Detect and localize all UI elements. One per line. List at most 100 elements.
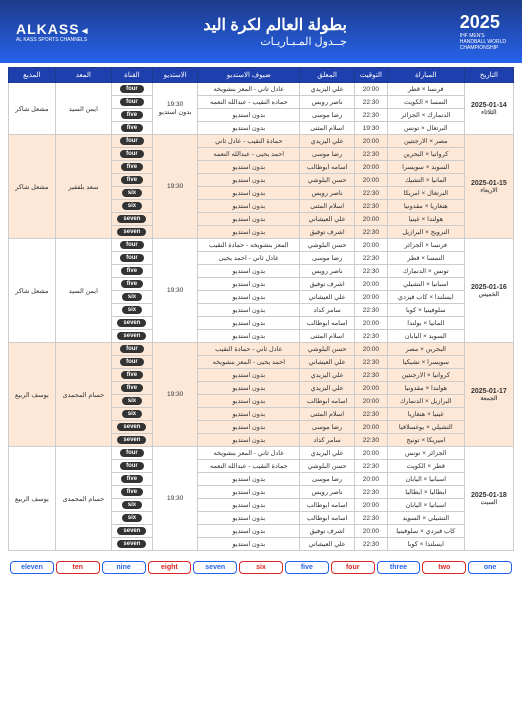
channel-cell: six <box>111 187 152 200</box>
channel-cell: four <box>111 460 152 473</box>
time-cell: 22:30 <box>355 434 388 447</box>
channel-badge: seven <box>117 527 146 535</box>
commentator-cell: اسامه ابوطالب <box>300 317 355 330</box>
guests-cell: بدون استديو <box>198 408 300 421</box>
match-cell: كاب فيردي × سلوفينيا <box>387 525 464 538</box>
time-cell: 20:00 <box>355 447 388 460</box>
column-header: القناة <box>111 68 152 83</box>
match-cell: البحرين × مصر <box>387 343 464 356</box>
channel-cell: four <box>111 447 152 460</box>
match-cell: كرواتيا × البحرين <box>387 148 464 161</box>
time-cell: 20:00 <box>355 213 388 226</box>
footer-channel-badge: eight <box>148 561 192 574</box>
commentator-cell: اسامه ابوطالب <box>300 161 355 174</box>
match-cell: المانيا × التشيك <box>387 174 464 187</box>
channel-cell: four <box>111 96 152 109</box>
guests-cell: بدون استديو <box>198 317 300 330</box>
guests-cell: احمد يحيى - المعز بنشويخه <box>198 356 300 369</box>
column-header: المذيع <box>9 68 56 83</box>
guests-cell: بدون استديو <box>198 538 300 551</box>
channel-badge: four <box>120 241 144 249</box>
guests-cell: بدون استديو <box>198 265 300 278</box>
channel-badge: four <box>120 462 144 470</box>
channel-badge: six <box>122 514 142 522</box>
guests-cell: بدون استديو <box>198 291 300 304</box>
championship-logo: 2025 IHF MEN'S HANDBALL WORLD CHAMPIONSH… <box>460 12 506 51</box>
channel-badge: six <box>122 293 142 301</box>
match-cell: هولندا × غينيا <box>387 213 464 226</box>
channel-badge: five <box>121 176 143 184</box>
guests-cell: بدون استديو <box>198 213 300 226</box>
guests-cell: بدون استديو <box>198 369 300 382</box>
time-cell: 20:00 <box>355 239 388 252</box>
guests-cell: المعز بنشويخه - حمادة النقيب <box>198 239 300 252</box>
channel-cell: five <box>111 382 152 395</box>
channel-cell: seven <box>111 213 152 226</box>
time-cell: 22:30 <box>355 356 388 369</box>
main-title: بطولة العالم لكرة اليد <box>203 15 347 35</box>
channel-badge: five <box>121 475 143 483</box>
guests-cell: بدون استديو <box>198 304 300 317</box>
footer-channel-badge: seven <box>193 561 237 574</box>
time-cell: 20:00 <box>355 382 388 395</box>
channel-cell: four <box>111 83 152 96</box>
guests-cell: بدون استديو <box>198 161 300 174</box>
guests-cell: بدون استديو <box>198 200 300 213</box>
match-cell: المانيا × بولندا <box>387 317 464 330</box>
channel-cell: seven <box>111 538 152 551</box>
commentator-cell: حسن البلوشي <box>300 343 355 356</box>
channel-badge: six <box>122 202 142 210</box>
commentator-cell: ناصر رويس <box>300 187 355 200</box>
time-cell: 20:00 <box>355 395 388 408</box>
commentator-cell: علي العيشاني <box>300 538 355 551</box>
channel-badge: seven <box>117 540 146 548</box>
date-cell: 2025-01-17الجمعة <box>464 343 513 447</box>
match-cell: اسبانيا × اليابان <box>387 473 464 486</box>
channel-badge: four <box>120 137 144 145</box>
time-cell: 22:30 <box>355 109 388 122</box>
commentator-cell: علي اليزيدي <box>300 382 355 395</box>
commentator-cell: علي اليزيدي <box>300 369 355 382</box>
channel-badge: four <box>120 85 144 93</box>
sub-title: جــدول المـبـاريـات <box>203 35 347 48</box>
commentator-cell: رضا موسى <box>300 109 355 122</box>
guests-cell: بدون استديو <box>198 278 300 291</box>
column-header: المباراة <box>387 68 464 83</box>
channel-cell: six <box>111 395 152 408</box>
time-cell: 20:00 <box>355 135 388 148</box>
channel-cell: seven <box>111 434 152 447</box>
commentator-cell: اسامه ابوطالب <box>300 512 355 525</box>
channel-cell: seven <box>111 330 152 343</box>
channel-badge: five <box>121 111 143 119</box>
commentator-cell: حسن البلوشي <box>300 239 355 252</box>
guests-cell: بدون استديو <box>198 499 300 512</box>
commentator-cell: رضا موسى <box>300 148 355 161</box>
channel-badge: six <box>122 397 142 405</box>
time-cell: 22:30 <box>355 200 388 213</box>
studio-cell: 19:30بدون استديو <box>152 83 197 135</box>
commentator-cell: سامر كداد <box>300 304 355 317</box>
date-cell: 2025-01-16الخميس <box>464 239 513 343</box>
guests-cell: بدون استديو <box>198 187 300 200</box>
guests-cell: بدون استديو <box>198 434 300 447</box>
time-cell: 20:00 <box>355 525 388 538</box>
time-cell: 22:30 <box>355 512 388 525</box>
time-cell: 19:30 <box>355 122 388 135</box>
commentator-cell: اسامه ابوطالب <box>300 499 355 512</box>
time-cell: 22:30 <box>355 187 388 200</box>
match-cell: السويد × اليابان <box>387 330 464 343</box>
channel-cell: six <box>111 499 152 512</box>
time-cell: 20:00 <box>355 161 388 174</box>
channel-cell: five <box>111 174 152 187</box>
commentator-cell: علي اليزيدي <box>300 447 355 460</box>
time-cell: 22:30 <box>355 96 388 109</box>
channel-cell: five <box>111 265 152 278</box>
channel-badge: seven <box>117 423 146 431</box>
time-cell: 22:30 <box>355 148 388 161</box>
guests-cell: عادل ثاني - المعز بنشويخه <box>198 83 300 96</box>
guests-cell: بدون استديو <box>198 226 300 239</box>
commentator-cell: سامر كداد <box>300 434 355 447</box>
champ-line3: CHAMPIONSHIP <box>460 45 506 51</box>
commentator-cell: علي العيشاني <box>300 291 355 304</box>
match-cell: فرنسا × قطر <box>387 83 464 96</box>
